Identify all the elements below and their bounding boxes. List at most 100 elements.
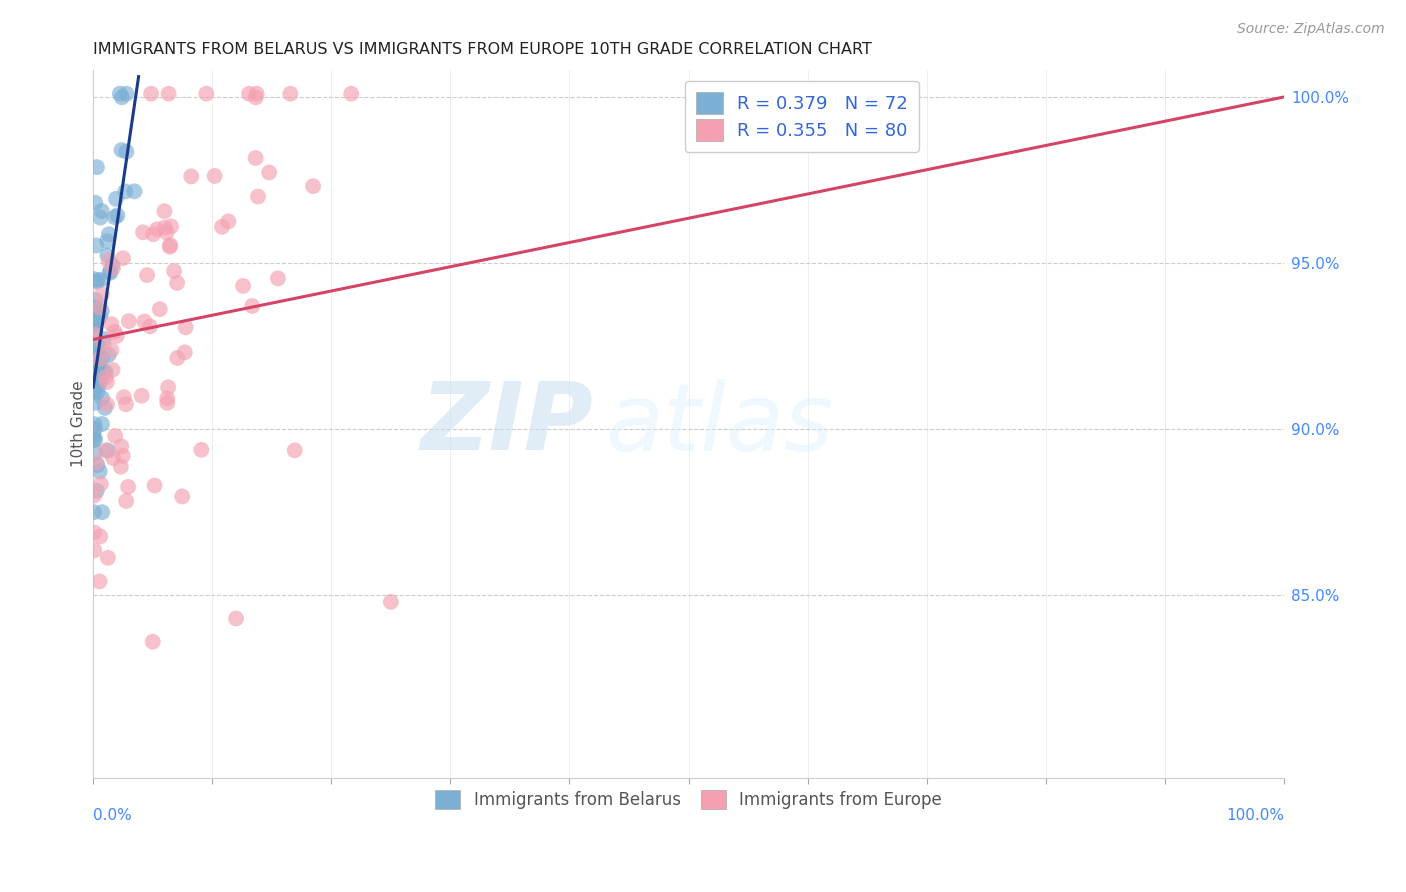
Point (89, 529, 111, 543)
Text: atlas: atlas (605, 379, 834, 470)
Point (153, 204, 176, 219)
Point (90, 304, 112, 318)
Point (83, 433, 105, 447)
Point (114, 185, 136, 199)
Point (117, 480, 139, 494)
Point (139, 87, 162, 101)
Point (100, 317, 122, 331)
Point (159, 240, 181, 254)
Point (136, 268, 159, 282)
Point (83, 365, 105, 379)
Point (86, 273, 108, 287)
Point (86, 359, 108, 373)
Point (96, 375, 118, 389)
Point (163, 264, 186, 278)
Point (101, 363, 124, 377)
Point (97, 348, 120, 362)
Point (86, 384, 108, 399)
Point (134, 314, 156, 328)
Point (115, 397, 138, 411)
Point (97, 550, 120, 565)
Point (232, 279, 254, 293)
Point (94, 401, 117, 415)
Point (90, 351, 112, 366)
Point (267, 271, 290, 285)
Point (131, 389, 153, 403)
Point (110, 439, 132, 453)
Point (83, 317, 105, 331)
Point (142, 634, 165, 648)
Point (86, 483, 108, 498)
Point (86, 160, 108, 174)
Point (103, 325, 125, 339)
Point (83, 505, 105, 519)
Point (245, 151, 267, 165)
Point (173, 345, 195, 359)
Point (380, 595, 402, 609)
Point (142, 227, 165, 242)
Text: ZIP: ZIP (420, 378, 593, 470)
Point (101, 258, 124, 272)
Point (143, 478, 166, 492)
Point (157, 380, 180, 394)
Point (87, 355, 110, 369)
Point (83, 354, 105, 368)
Point (98, 264, 121, 278)
Point (108, 87, 131, 101)
Point (302, 179, 325, 194)
Point (86, 458, 108, 472)
Point (84, 380, 107, 394)
Point (83, 272, 105, 286)
Point (83, 322, 105, 336)
Point (217, 214, 239, 228)
Point (105, 329, 128, 343)
Point (156, 396, 179, 410)
Point (225, 611, 247, 625)
Point (83, 417, 105, 431)
Point (174, 320, 197, 334)
Point (105, 192, 128, 206)
Point (89, 301, 111, 315)
Point (157, 87, 180, 101)
Point (83, 306, 105, 320)
Point (246, 189, 269, 203)
Point (104, 429, 127, 443)
Point (110, 143, 132, 157)
Point (93, 336, 115, 351)
Point (257, 165, 280, 179)
Point (94, 370, 117, 384)
Point (166, 351, 188, 365)
Point (84, 445, 107, 459)
Point (149, 302, 172, 317)
Point (83, 313, 105, 327)
Point (89, 211, 111, 225)
Point (180, 169, 202, 184)
Point (86, 361, 108, 376)
Point (93, 332, 115, 346)
Point (89, 351, 111, 366)
Point (280, 87, 302, 101)
Point (87, 341, 110, 355)
Point (91, 391, 114, 405)
Point (97, 227, 120, 242)
Point (83, 489, 105, 503)
Point (87, 373, 110, 387)
Point (284, 443, 307, 458)
Point (96, 248, 118, 262)
Point (97, 254, 120, 268)
Point (112, 390, 135, 404)
Point (94, 365, 117, 379)
Point (240, 299, 263, 313)
Point (83, 525, 105, 540)
Point (190, 442, 212, 457)
Point (101, 451, 124, 466)
Point (111, 90, 134, 104)
Point (139, 319, 162, 334)
Text: 100.0%: 100.0% (1226, 808, 1284, 823)
Point (90, 204, 112, 219)
Point (96, 234, 118, 248)
Point (84, 345, 107, 359)
Point (118, 314, 141, 328)
Point (159, 238, 181, 252)
Point (90, 363, 112, 377)
